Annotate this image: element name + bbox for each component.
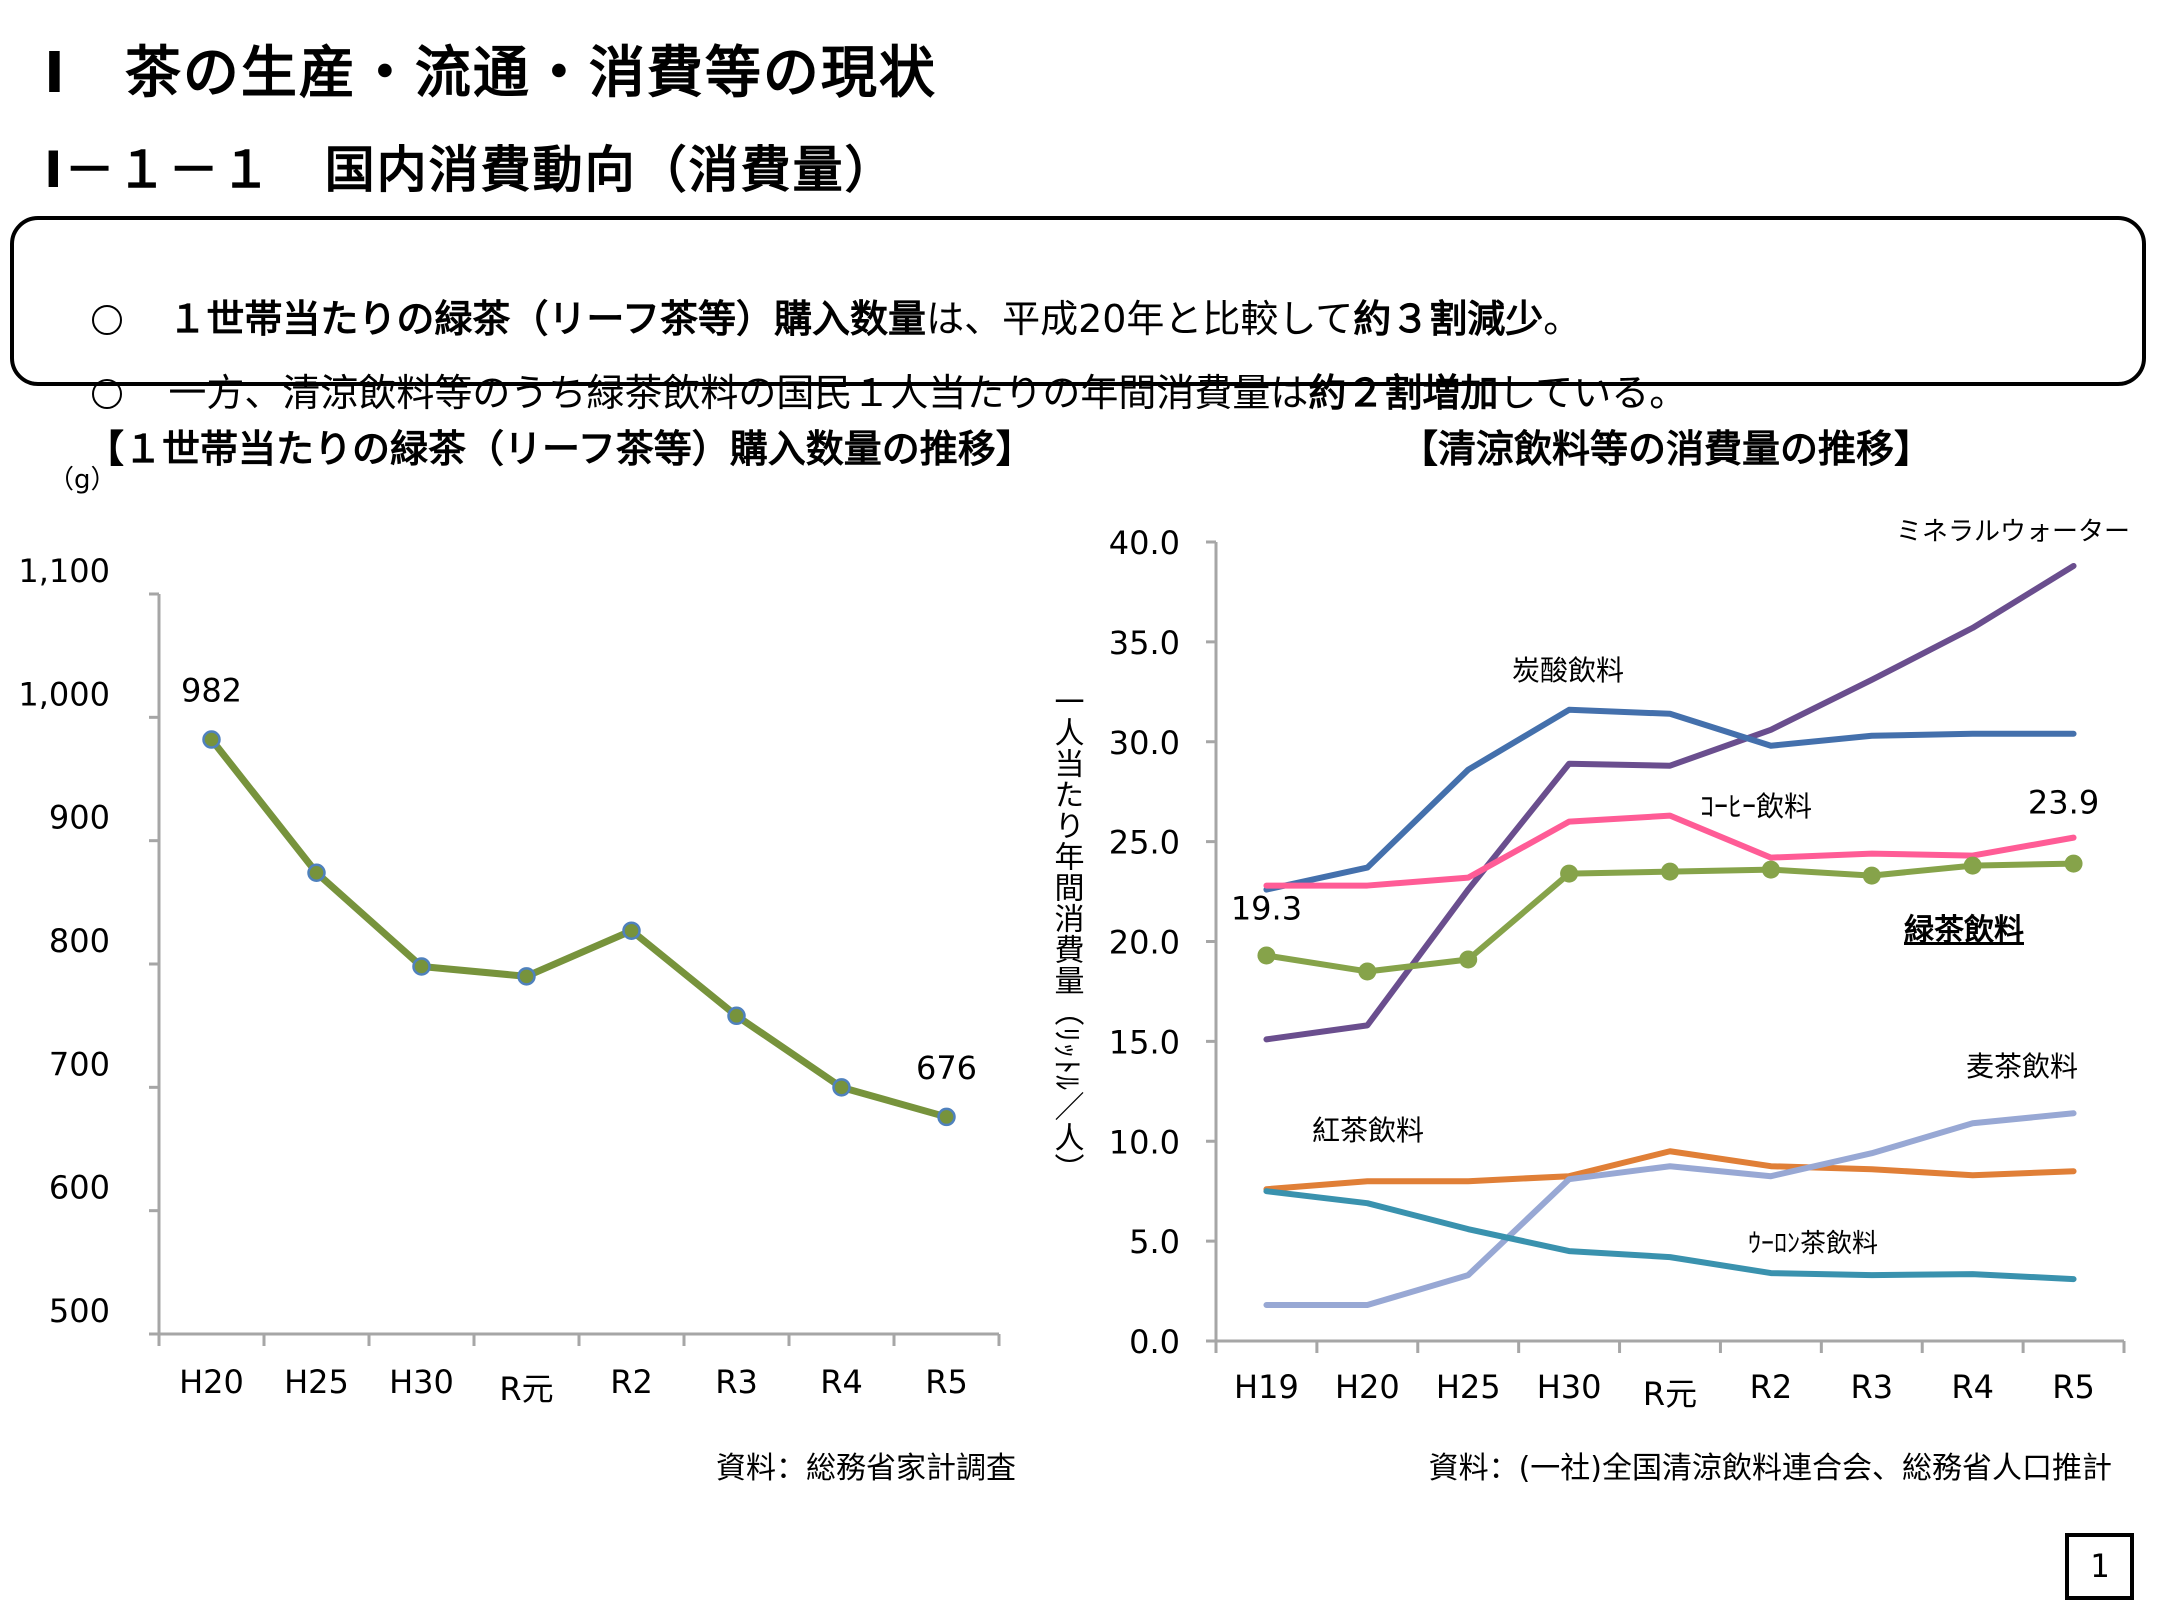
data-point <box>412 957 431 976</box>
x-tick-label: R元 <box>499 1370 553 1408</box>
y-tick-label: 1,000 <box>18 675 110 713</box>
x-tick-label: H30 <box>1537 1368 1602 1406</box>
y-axis-label: 一人当たり年間消費量（ﾘｯﾄﾙ／人） <box>1049 686 1085 1184</box>
page-number: 1 <box>2065 1533 2134 1600</box>
x-tick-label: R5 <box>925 1363 968 1401</box>
series-label: 麦茶飲料 <box>1966 1050 2078 1083</box>
series-line <box>1263 1148 2077 1193</box>
data-point <box>832 1078 851 1097</box>
data-point <box>1257 946 1276 965</box>
data-point <box>1560 864 1579 883</box>
x-tick-label: R3 <box>715 1363 758 1401</box>
data-label: 23.9 <box>2028 784 2099 822</box>
y-tick-label: 1,100 <box>18 552 110 590</box>
summary-text-run: 約３割減少 <box>1353 297 1544 341</box>
circle-bullet-icon <box>92 305 123 335</box>
data-point <box>937 1107 956 1127</box>
x-tick-label: R5 <box>2052 1368 2095 1406</box>
source-note: 資料：総務省家計調査 <box>716 1451 1016 1486</box>
data-label: 19.3 <box>1231 889 1302 927</box>
y-tick-label: 600 <box>49 1169 110 1207</box>
series-label: 紅茶飲料 <box>1312 1114 1424 1147</box>
series-label: ｳｰﾛﾝ茶飲料 <box>1748 1229 1878 1259</box>
source-note: 資料：(一社)全国清涼飲料連合会、総務省人口推計 <box>1429 1451 2112 1486</box>
summary-text-run: 一方、清涼飲料等のうち緑茶飲料の国民１人当たりの年間消費量は <box>168 371 1309 415</box>
data-label: 676 <box>916 1049 977 1087</box>
circle-bullet-icon <box>92 379 123 409</box>
summary-text-run: １世帯当たりの緑茶（リーフ茶等）購入数量 <box>168 297 927 341</box>
y-tick-label: 500 <box>49 1292 110 1330</box>
summary-line-2: 一方、清涼飲料等のうち緑茶飲料の国民１人当たりの年間消費量は約２割増加している。 <box>44 318 1687 461</box>
summary-box: １世帯当たりの緑茶（リーフ茶等）購入数量は、平成20年と比較して約３割減少。 一… <box>10 216 2146 415</box>
y-tick-label: 25.0 <box>1109 824 1180 862</box>
section-title: Ⅰ－１－１ 国内消費動向（消費量） <box>44 141 897 199</box>
series-line-green-tea-purchase <box>208 737 948 1121</box>
y-tick-label: 800 <box>49 922 110 960</box>
data-point <box>1358 962 1377 981</box>
y-tick-label: 5.0 <box>1129 1223 1180 1261</box>
x-tick-label: R2 <box>1750 1368 1793 1406</box>
series-label: ｺｰﾋｰ飲料 <box>1700 790 1812 823</box>
y-tick-label: 30.0 <box>1109 724 1180 762</box>
y-tick-label: 10.0 <box>1109 1123 1180 1161</box>
data-point <box>727 1006 746 1026</box>
x-tick-label: H25 <box>1436 1368 1501 1406</box>
summary-line-1-text: １世帯当たりの緑茶（リーフ茶等）購入数量は、平成20年と比較して約３割減少。 <box>168 297 1581 341</box>
y-tick-label: 20.0 <box>1109 924 1180 962</box>
left-line-chart: （g） 500 600 700 800 900 1,000 1,100 H20 H25 H30 R元 R… <box>18 465 1016 1486</box>
data-point <box>1761 860 1780 879</box>
y-tick-label: 900 <box>49 799 110 837</box>
x-tick-label: H25 <box>284 1363 349 1401</box>
right-chart-title: 【清涼飲料等の消費量の推移】 <box>1400 427 1933 471</box>
right-line-chart: 0.0 5.0 10.0 15.0 20.0 25.0 30.0 35.0 40.0 H19 H20… <box>1049 517 2131 1486</box>
x-tick-label: H30 <box>389 1363 454 1401</box>
data-point <box>1862 866 1881 885</box>
series-line <box>1263 812 2077 889</box>
series-line <box>1263 1110 2077 1309</box>
summary-text-run: している。 <box>1498 371 1688 415</box>
summary-text-run: は、平成20年と比較して <box>926 297 1354 341</box>
summary-text-run: 約２割増加 <box>1308 371 1499 415</box>
left-chart-title: 【１世帯当たりの緑茶（リーフ茶等）購入数量の推移】 <box>86 427 1034 471</box>
y-tick-label: 0.0 <box>1129 1323 1180 1361</box>
x-tick-label: H20 <box>179 1363 244 1401</box>
data-point <box>1661 862 1679 881</box>
x-tick-label: R元 <box>1643 1375 1697 1413</box>
data-point <box>2064 854 2083 873</box>
x-tick-label: R4 <box>1951 1368 1994 1406</box>
data-point <box>1963 856 1982 875</box>
page-title: Ⅰ 茶の生産・流通・消費等の現状 <box>44 41 937 106</box>
data-point <box>307 863 326 882</box>
y-tick-label: 40.0 <box>1109 524 1180 562</box>
summary-line-1: １世帯当たりの緑茶（リーフ茶等）購入数量は、平成20年と比較して約３割減少。 <box>44 244 1581 387</box>
series-line <box>1263 562 2077 1043</box>
series-label: ミネラルウォーター <box>1896 517 2130 547</box>
series-label: 炭酸飲料 <box>1512 654 1624 687</box>
data-point <box>202 730 221 749</box>
y-tick-label: 15.0 <box>1109 1023 1180 1061</box>
y-tick-label: 35.0 <box>1109 624 1180 662</box>
y-tick-label: 700 <box>49 1045 110 1083</box>
data-point <box>1459 950 1478 969</box>
data-label: 982 <box>181 672 242 710</box>
data-point <box>622 921 641 940</box>
x-tick-label: H19 <box>1234 1368 1299 1406</box>
series-label: 緑茶飲料 <box>1904 913 2024 948</box>
x-tick-label: R3 <box>1850 1368 1893 1406</box>
summary-line-2-text: 一方、清涼飲料等のうち緑茶飲料の国民１人当たりの年間消費量は約２割増加している。 <box>168 371 1687 415</box>
data-point <box>517 967 536 986</box>
summary-text-run: 。 <box>1543 297 1582 341</box>
series-line <box>1263 1188 2077 1283</box>
x-tick-label: H20 <box>1335 1368 1400 1406</box>
x-tick-label: R4 <box>820 1363 863 1401</box>
y-unit-label: （g） <box>48 465 117 495</box>
x-tick-label: R2 <box>610 1363 653 1401</box>
series-line <box>1263 706 2077 893</box>
